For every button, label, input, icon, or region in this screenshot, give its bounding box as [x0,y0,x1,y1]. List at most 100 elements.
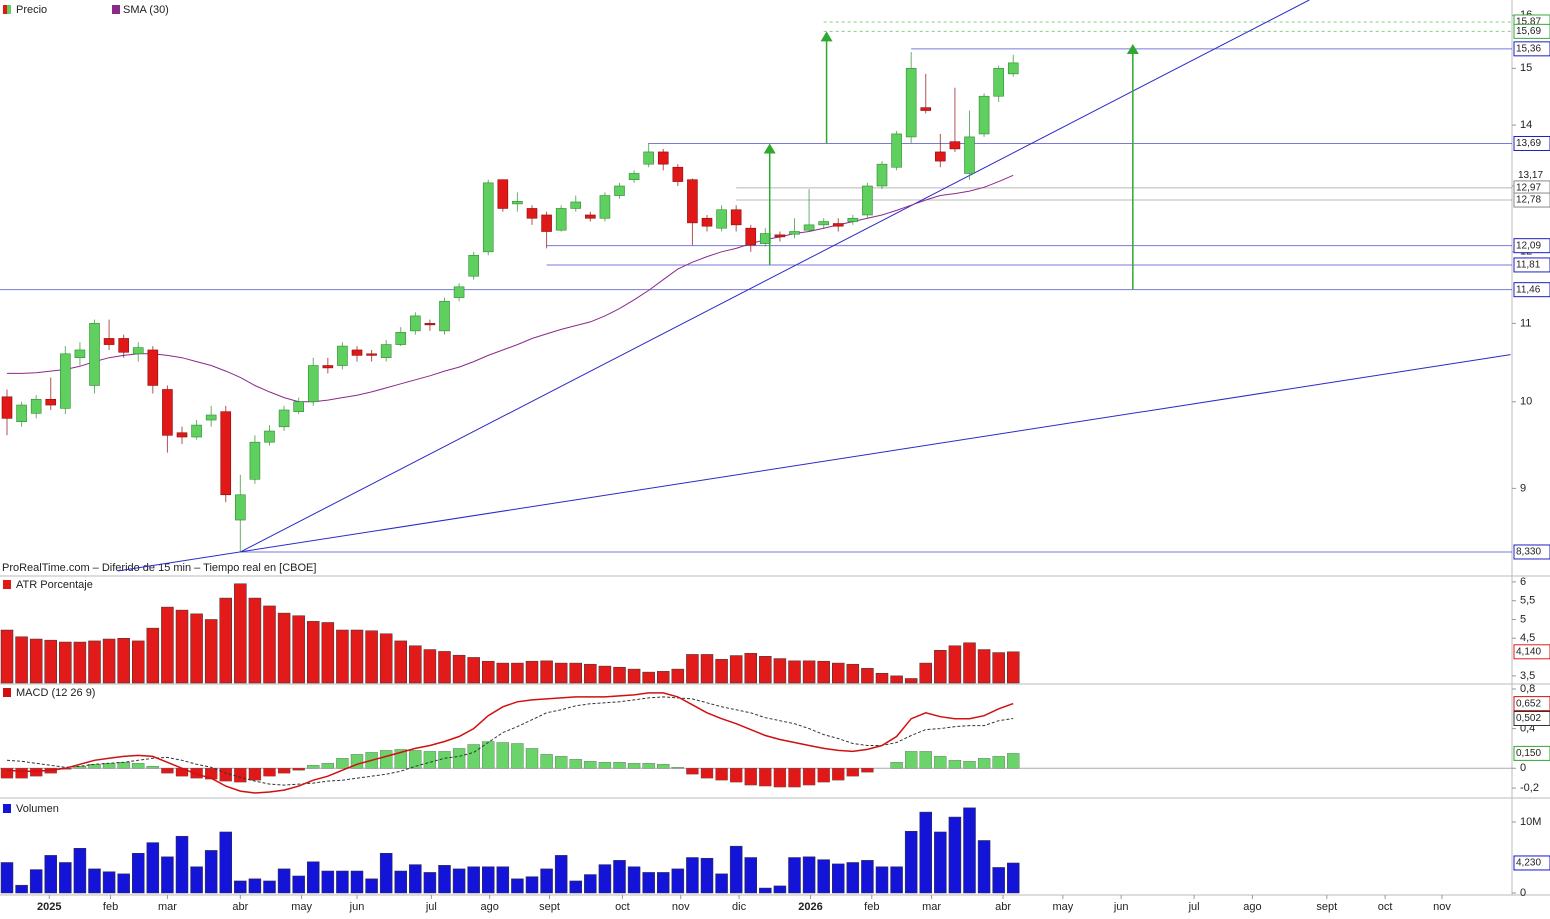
histogram-bar [0,768,14,779]
candle-body [60,353,71,409]
candle-body [964,136,975,174]
candle-body [439,300,450,332]
x-tick-label: may [1052,901,1073,913]
candle-body [293,401,304,412]
candle-body [555,208,567,231]
histogram-bar [832,768,845,781]
candle-body [16,404,27,423]
histogram-bar [15,768,28,779]
histogram-bar [744,768,757,786]
bar [132,852,145,894]
bar [234,880,247,894]
candle-body [468,254,479,277]
x-tick-label: nov [1433,901,1451,913]
candle-body [351,349,363,356]
bar [977,649,991,684]
candle-body [30,398,42,414]
y-tick-label: 11 [1520,317,1531,329]
candle-body [497,179,509,209]
bar [292,615,305,684]
bar [88,640,101,684]
candle-body [701,217,713,227]
bar [190,866,203,894]
y-tick-label: 4,5 [1520,632,1535,644]
histogram-bar [715,768,728,781]
histogram-bar [423,751,437,769]
value-label: 0,652 [1516,698,1541,709]
bar [671,668,685,684]
candle-body [249,441,261,480]
x-tick-label: sept [1316,901,1337,913]
bar [963,642,976,684]
bar [175,609,189,684]
level-label: 11,81 [1516,260,1541,271]
bar [802,660,816,684]
candle-body [235,494,246,521]
macd-line [6,692,1014,794]
candle-body [453,286,465,298]
candle-body [482,182,494,253]
x-tick-label: jun [1113,901,1129,913]
bar [1007,651,1020,684]
candle-body [410,315,421,332]
candle-body [278,409,290,428]
bar [569,880,582,894]
level-label-box [1513,192,1550,208]
bar [729,655,743,684]
x-tick-label: nov [672,901,690,913]
candle-body [162,389,173,436]
candle-body [935,151,946,162]
sma-value-label: 13,17 [1518,170,1543,181]
arrow-head [763,143,776,154]
candle-body [643,151,654,165]
candle-body [585,214,596,219]
price-plot [0,0,1512,572]
histogram-bar [234,768,247,783]
value-label: 0,502 [1516,713,1541,724]
legend-label: SMA (30) [123,4,169,16]
bar [29,638,43,684]
bar [817,859,830,894]
bar [832,662,845,684]
bar [613,860,626,894]
bar [715,873,728,894]
x-tick-label: dic [732,901,747,913]
bar [554,662,568,684]
bar [277,868,291,894]
x-tick-label: mar [158,901,177,913]
histogram-bar [759,768,772,787]
bar [350,870,364,894]
level-label-box [1513,238,1550,254]
bar [525,876,539,894]
histogram-bar [482,741,495,769]
bar [117,638,130,684]
bar [788,857,801,894]
y-tick-label: 14 [1520,119,1532,131]
bar [992,867,1005,894]
candle-body [424,323,436,326]
bar [15,884,28,894]
level-label: 15,36 [1516,43,1541,54]
x-tick-label: ago [1243,901,1261,913]
bar [88,868,101,894]
bar [423,649,437,684]
bar [161,606,174,684]
histogram-bar [788,768,801,788]
histogram-bar [277,768,291,774]
bar [263,880,276,894]
bar [73,848,87,894]
bar [219,597,232,684]
x-tick-label: sept [539,901,560,913]
bar [773,885,787,894]
bar [773,658,787,684]
bar [423,872,437,894]
histogram-bar [555,756,568,769]
candle-body [541,214,552,232]
candle-body [1,396,13,419]
bar [657,872,670,894]
histogram-bar [642,763,655,769]
bar [598,864,612,894]
candle-body [512,201,523,205]
bar [190,613,203,684]
histogram-bar [132,763,145,769]
